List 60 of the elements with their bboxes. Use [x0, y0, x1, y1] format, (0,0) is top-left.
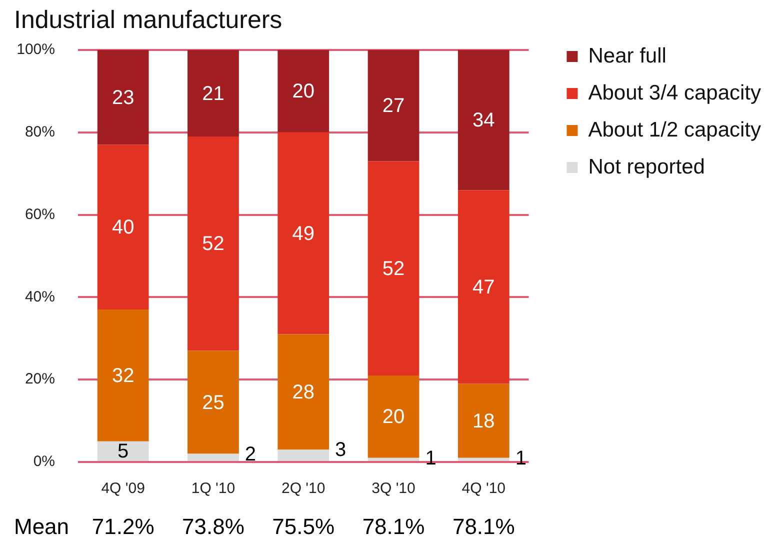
bar	[97, 310, 149, 442]
y-tick-label: 20%	[24, 370, 55, 388]
bar	[97, 50, 149, 145]
bar	[458, 50, 510, 190]
data-label: 2	[244, 443, 256, 466]
data-label: 34	[472, 110, 495, 132]
bar	[97, 441, 149, 461]
bar	[458, 190, 510, 384]
text: 78.1%	[452, 514, 515, 540]
data-label: 32	[112, 364, 134, 387]
text: 78.1%	[362, 514, 425, 540]
data-label: 5	[118, 440, 129, 463]
x-tick-label: 2Q '10	[281, 480, 326, 498]
x-tick-label: 4Q '09	[101, 480, 145, 498]
legend-label: About 1/2 capacity	[588, 118, 762, 142]
data-label: 20	[292, 80, 314, 103]
data-label: 27	[382, 95, 405, 118]
bar	[278, 132, 330, 334]
data-label: 28	[292, 381, 314, 404]
bar	[458, 458, 510, 461]
chart-title: Industrial manufacturers	[14, 6, 282, 34]
bar	[368, 375, 420, 458]
bar	[188, 136, 239, 351]
text: 71.2%	[92, 514, 154, 540]
data-label: 52	[382, 258, 405, 280]
data-label: 25	[202, 392, 224, 414]
data-label: 49	[292, 222, 314, 245]
x-tick-label: 1Q '10	[191, 480, 236, 498]
data-label: 47	[472, 276, 495, 298]
bar	[368, 458, 420, 461]
data-label: 20	[382, 406, 405, 428]
bar	[97, 144, 149, 310]
bar	[188, 454, 239, 461]
x-tick-label: 4Q '10	[462, 480, 506, 498]
bar	[278, 334, 330, 450]
data-label: 52	[202, 233, 224, 256]
data-label: 3	[335, 439, 346, 462]
bar	[458, 384, 510, 458]
data-label: 18	[472, 410, 495, 432]
data-label: 21	[202, 82, 224, 105]
text: 75.5%	[272, 514, 335, 540]
legend-label: Near full	[588, 44, 666, 68]
legend-label: About 3/4 capacity	[588, 81, 762, 104]
bar	[278, 450, 330, 461]
data-label: 23	[112, 86, 134, 109]
y-tick-label: 80%	[24, 124, 55, 141]
bar	[188, 350, 239, 454]
bar	[368, 161, 420, 376]
bar	[188, 50, 239, 137]
y-tick-label: 60%	[24, 206, 55, 223]
x-tick-label: 3Q '10	[372, 480, 416, 498]
bar	[368, 50, 420, 162]
bar	[278, 50, 330, 132]
legend-label: Not reported	[588, 155, 705, 178]
text: 73.8%	[182, 514, 244, 540]
y-tick-label: 0%	[33, 453, 55, 470]
y-tick-label: 40%	[24, 288, 55, 306]
data-label: 40	[112, 216, 134, 239]
y-tick-label: 100%	[16, 41, 55, 58]
text: Mean	[14, 514, 70, 540]
